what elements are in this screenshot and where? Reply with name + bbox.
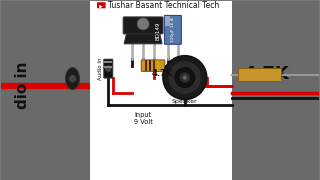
Text: 4.7K: 4.7K <box>244 65 289 83</box>
Circle shape <box>163 56 207 100</box>
Ellipse shape <box>66 68 79 89</box>
Text: Tushar Basant Technical Tech: Tushar Basant Technical Tech <box>108 1 220 10</box>
Text: Speaker: Speaker <box>172 99 198 104</box>
Bar <box>104 66 112 68</box>
Text: Input
9 Volt: Input 9 Volt <box>134 112 153 125</box>
Circle shape <box>180 73 190 83</box>
Text: BD149: BD149 <box>156 22 161 40</box>
Polygon shape <box>124 26 162 44</box>
Circle shape <box>168 61 202 94</box>
Text: ▶: ▶ <box>100 3 103 8</box>
FancyBboxPatch shape <box>97 2 106 8</box>
Bar <box>1 1 91 180</box>
Text: 4.7K: 4.7K <box>151 69 172 78</box>
Bar <box>165 16 170 26</box>
Text: Audio In: Audio In <box>98 57 103 80</box>
Circle shape <box>183 76 187 80</box>
Bar <box>232 1 319 180</box>
Bar <box>91 1 232 180</box>
Circle shape <box>105 65 112 72</box>
Text: 330µF 16 A: 330µF 16 A <box>171 17 175 42</box>
FancyBboxPatch shape <box>123 17 163 34</box>
Circle shape <box>175 68 195 87</box>
Bar <box>104 61 112 63</box>
FancyBboxPatch shape <box>104 59 113 78</box>
Bar <box>237 68 281 81</box>
FancyBboxPatch shape <box>164 15 181 44</box>
Text: dio in: dio in <box>15 62 30 109</box>
Circle shape <box>137 18 149 30</box>
Circle shape <box>68 75 76 83</box>
FancyBboxPatch shape <box>141 60 165 71</box>
